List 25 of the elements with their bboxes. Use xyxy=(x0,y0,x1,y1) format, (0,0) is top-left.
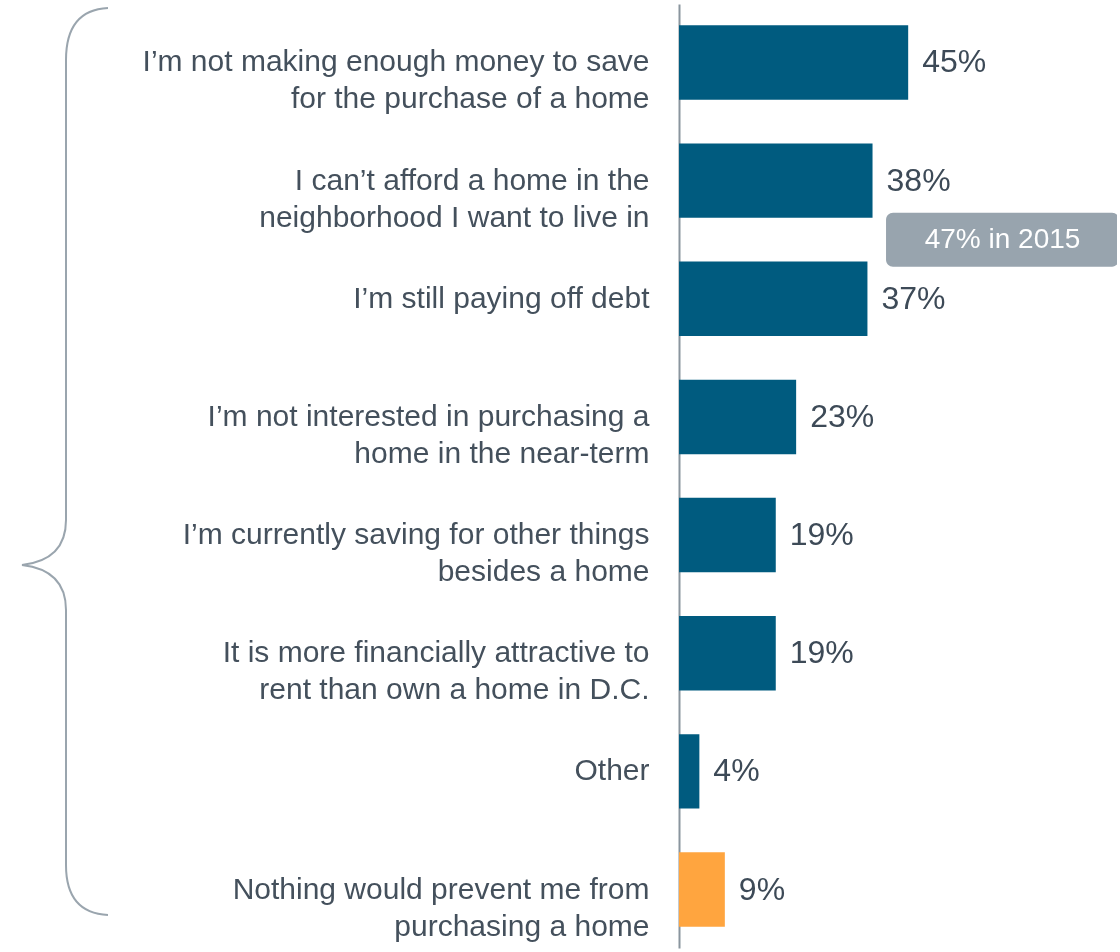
data-label: 38% xyxy=(886,161,951,198)
bar xyxy=(679,143,873,218)
bar xyxy=(679,261,868,336)
annotation: 47% in 2015 xyxy=(924,222,1081,254)
y-tick-label: I’m still paying off debt xyxy=(353,280,651,314)
data-label: 37% xyxy=(881,279,946,316)
y-tick-label: I’m not interested in purchasing a home in the near-term xyxy=(207,398,650,469)
data-label: 45% xyxy=(922,43,987,80)
y-tick-label: I’m currently saving for other things besides a home xyxy=(182,517,650,588)
bar xyxy=(679,497,776,573)
data-label: 19% xyxy=(789,516,854,553)
data-label: 9% xyxy=(738,870,786,907)
bar xyxy=(679,25,909,100)
data-label: 4% xyxy=(713,752,760,789)
data-label: 23% xyxy=(810,397,875,434)
bar xyxy=(679,616,776,691)
y-tick-label: Other xyxy=(574,753,650,787)
bar xyxy=(679,734,700,809)
data-label: 19% xyxy=(789,634,854,671)
y-tick-label: I can’t afford a home in the neighborhood I want to live in xyxy=(259,162,650,233)
y-tick-label: Nothing would prevent me from purchasing a home xyxy=(232,871,650,942)
y-tick-label: I’m not making enough money to save for the purchase of a home xyxy=(142,44,650,115)
bar xyxy=(679,852,725,927)
bar xyxy=(679,379,797,455)
y-tick-label: It is more financially attractive to rent than own a home in D.C. xyxy=(222,635,650,706)
